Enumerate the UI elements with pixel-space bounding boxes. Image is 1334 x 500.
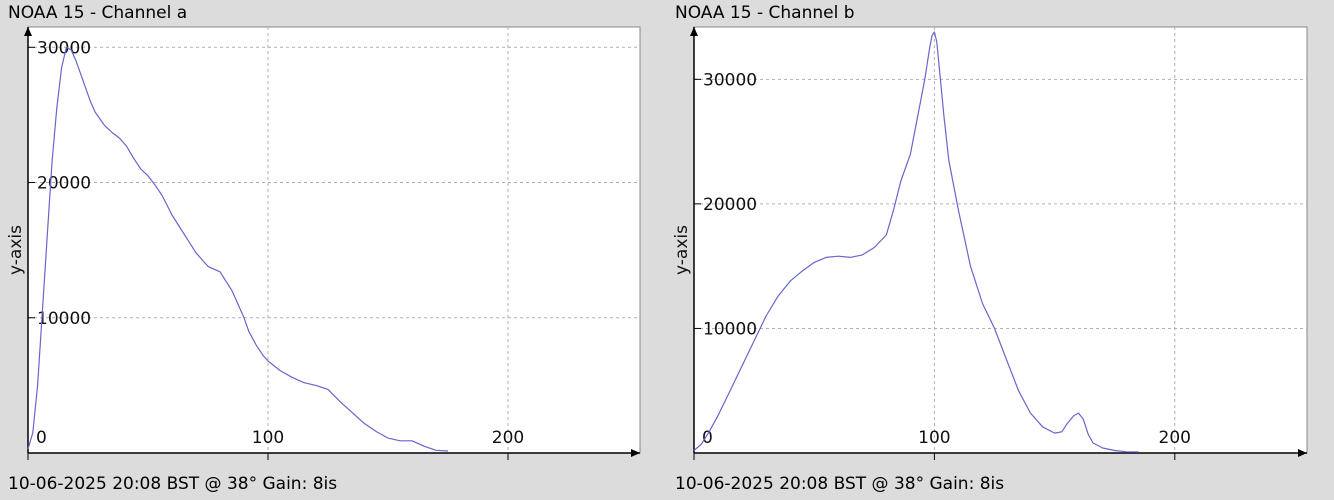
y-tick-label: 20000 bbox=[37, 174, 91, 194]
chart-panel-channel-a: NOAA 15 - Channel a 0 100 200 10000 20000 300… bbox=[6, 3, 641, 494]
y-axis-label: y-axis bbox=[6, 225, 26, 275]
series-line bbox=[693, 31, 1139, 453]
x-tick-label: 0 bbox=[36, 428, 47, 448]
line-chart: 0 100 200 10000 20000 30000 y-axis bbox=[672, 26, 1308, 460]
y-tick-label: 30000 bbox=[37, 38, 91, 58]
y-tick-label: 10000 bbox=[703, 319, 757, 339]
chart-title: NOAA 15 - Channel b bbox=[675, 3, 855, 23]
plot-area bbox=[27, 26, 641, 454]
line-chart: 0 100 200 10000 20000 30000 y-axis bbox=[6, 26, 641, 460]
chart-footer: 10-06-2025 20:08 BST @ 38° Gain: 8is bbox=[675, 474, 1005, 494]
y-tick-label: 30000 bbox=[703, 70, 757, 90]
plot-area bbox=[693, 26, 1308, 454]
x-tick-label: 100 bbox=[252, 428, 284, 448]
x-axis-arrow bbox=[631, 449, 640, 457]
x-tick-label: 200 bbox=[492, 428, 524, 448]
series-line bbox=[27, 46, 449, 452]
x-tick-label: 200 bbox=[1159, 428, 1191, 448]
chart-panel-channel-b: NOAA 15 - Channel b 0 100 200 10000 20000 300… bbox=[667, 0, 1334, 500]
x-tick-label: 100 bbox=[918, 428, 950, 448]
chart-title: NOAA 15 - Channel a bbox=[8, 3, 188, 23]
chart-footer: 10-06-2025 20:08 BST @ 38° Gain: 8is bbox=[8, 474, 338, 494]
y-axis-arrow bbox=[24, 27, 32, 36]
y-axis-arrow bbox=[690, 27, 698, 36]
y-tick-label: 20000 bbox=[703, 195, 757, 215]
x-axis-arrow bbox=[1298, 449, 1307, 457]
y-axis-label: y-axis bbox=[672, 225, 692, 275]
y-tick-label: 10000 bbox=[37, 309, 91, 329]
x-tick-label: 0 bbox=[702, 428, 713, 448]
